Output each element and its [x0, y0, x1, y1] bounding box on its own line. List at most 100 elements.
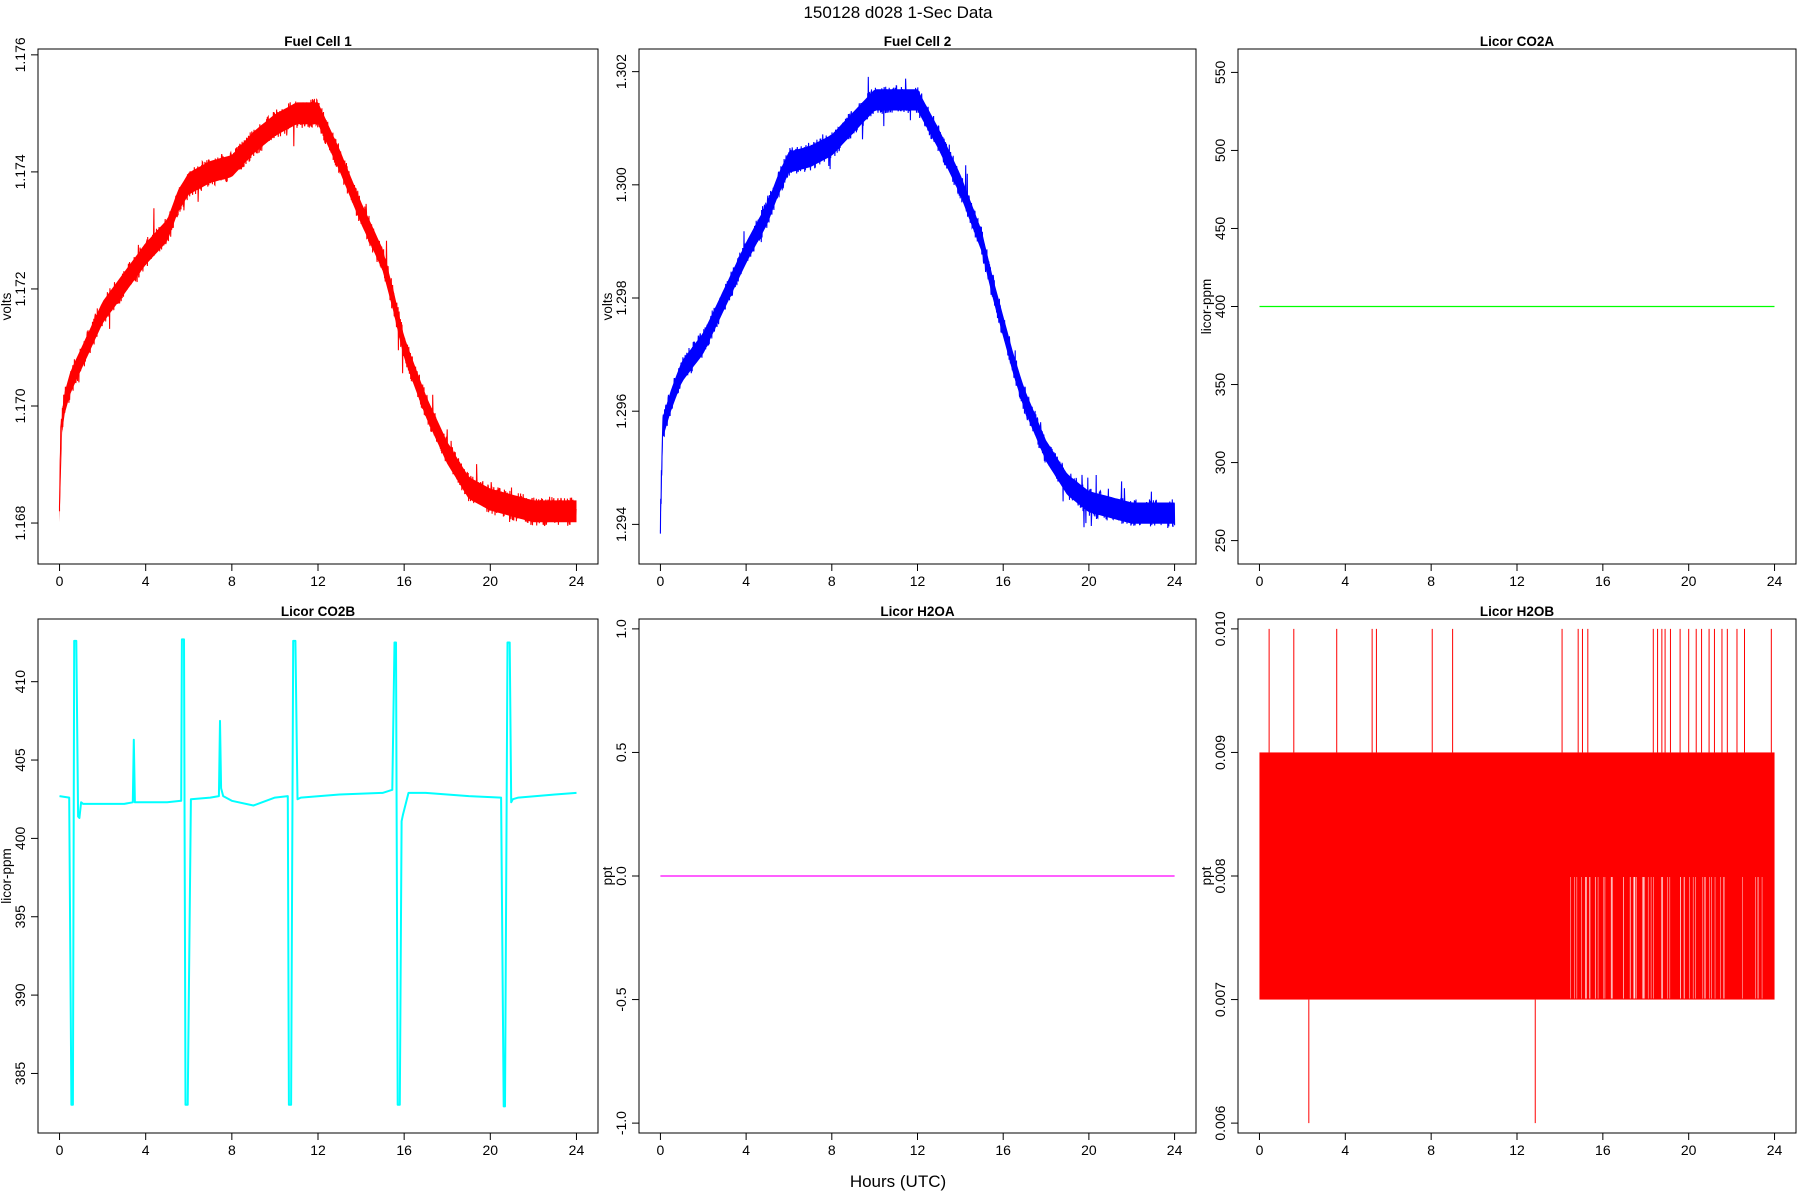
licor-co2b-y-axis-label: licor-ppm	[0, 848, 14, 904]
licor-h2oa-x-tick-label: 4	[742, 1142, 750, 1158]
fuel-cell-2-x-tick-label: 8	[828, 573, 836, 589]
licor-h2ob-series	[1259, 628, 1775, 1124]
licor-co2a-x-tick-label: 12	[1509, 573, 1525, 589]
x-axis-label: Hours (UTC)	[850, 1172, 946, 1191]
fuel-cell-2-x-tick-label: 24	[1167, 573, 1183, 589]
licor-h2ob-y-tick-label: 0.010	[1212, 611, 1228, 646]
licor-h2ob-x-tick-label: 20	[1681, 1142, 1697, 1158]
fuel-cell-2-y-axis-label: volts	[600, 292, 615, 320]
fuel-cell-1-y-tick-label: 1.168	[12, 505, 28, 540]
licor-h2ob-x-tick-label: 8	[1427, 1142, 1435, 1158]
fuel-cell-2-y-tick-label: 1.302	[613, 54, 629, 89]
licor-co2a-y-tick-label: 450	[1212, 217, 1228, 241]
licor-co2b-y-tick-label: 400	[12, 826, 28, 850]
licor-co2a-x-tick-label: 4	[1341, 573, 1349, 589]
fuel-cell-2-x-tick-label: 20	[1081, 573, 1097, 589]
licor-co2a-y-axis-label: licor-ppm	[1199, 279, 1214, 335]
licor-co2b-series	[59, 638, 577, 1108]
fuel-cell-1-x-tick-label: 24	[569, 573, 585, 589]
licor-co2b-x-tick-label: 12	[310, 1142, 326, 1158]
licor-co2a-x-tick-label: 20	[1681, 573, 1697, 589]
fuel-cell-1-x-tick-label: 16	[396, 573, 412, 589]
fuel-cell-1-y-tick-label: 1.170	[12, 388, 28, 423]
licor-h2ob-y-tick-label: 0.008	[1212, 858, 1228, 893]
fuel-cell-1-x-tick-label: 0	[56, 573, 64, 589]
panel-fuel-cell-2: Fuel Cell 2 0 4 8 12 16 20 24 1.294 1.296 1.298 1.3…	[600, 34, 1197, 589]
fuel-cell-2-y-tick-label: 1.298	[613, 280, 629, 315]
panel-licor-h2ob: Licor H2OB 0 4 8 12 16 20 24 0.006 0.007 0.008 0.00…	[1199, 604, 1797, 1158]
licor-co2a-x-tick-label: 8	[1427, 573, 1435, 589]
licor-co2b-x-tick-label: 16	[396, 1142, 412, 1158]
licor-h2oa-y-tick-label: 0.5	[613, 743, 629, 763]
licor-h2ob-x-tick-label: 24	[1767, 1142, 1783, 1158]
fuel-cell-2-title: Fuel Cell 2	[884, 34, 952, 49]
fuel-cell-1-x-tick-label: 4	[142, 573, 150, 589]
licor-co2b-x-tick-label: 24	[569, 1142, 585, 1158]
licor-h2ob-y-axis-label: ppt	[1199, 866, 1214, 885]
fuel-cell-1-series	[58, 98, 577, 527]
licor-co2a-x-tick-label: 24	[1767, 573, 1783, 589]
figure-title: 150128 d028 1-Sec Data	[803, 3, 993, 22]
panel-licor-co2b: Licor CO2B 0 4 8 12 16 20 24 385 390 395 400 405 410 l…	[0, 604, 599, 1158]
licor-h2oa-y-tick-label: 1.0	[613, 619, 629, 639]
licor-co2a-y-tick-label: 300	[1212, 451, 1228, 475]
licor-co2b-x-tick-label: 8	[228, 1142, 236, 1158]
licor-h2ob-y-tick-label: 0.006	[1212, 1105, 1228, 1140]
licor-co2a-y-tick-label: 550	[1212, 61, 1228, 85]
licor-co2b-line	[59, 638, 577, 1108]
licor-co2b-y-tick-label: 405	[12, 748, 28, 772]
licor-co2a-y-tick-label: 350	[1212, 373, 1228, 397]
panel-licor-h2oa: Licor H2OA 0 4 8 12 16 20 24 -1.0 -0.5 0.0 0.5 1.0 pp…	[600, 604, 1197, 1158]
licor-h2ob-x-tick-label: 12	[1509, 1142, 1525, 1158]
fuel-cell-2-y-tick-label: 1.300	[613, 167, 629, 202]
fuel-cell-2-series	[659, 76, 1176, 536]
fuel-cell-2-x-tick-label: 16	[995, 573, 1011, 589]
licor-co2a-y-tick-label: 500	[1212, 139, 1228, 163]
licor-h2ob-title: Licor H2OB	[1480, 604, 1555, 619]
licor-co2a-y-tick-label: 400	[1212, 295, 1228, 319]
fuel-cell-2-y-tick-label: 1.294	[613, 507, 629, 542]
licor-co2b-y-tick-label: 395	[12, 905, 28, 929]
licor-h2oa-x-tick-label: 8	[828, 1142, 836, 1158]
licor-co2b-x-tick-label: 0	[56, 1142, 64, 1158]
licor-h2ob-x-tick-label: 0	[1256, 1142, 1264, 1158]
fuel-cell-1-x-tick-label: 12	[310, 573, 326, 589]
panel-fuel-cell-1: Fuel Cell 1 0 4 8 12 16 20 24 1.168 1.170 1.172 1.1…	[0, 34, 599, 589]
licor-co2b-title: Licor CO2B	[281, 604, 356, 619]
licor-h2oa-x-tick-label: 24	[1167, 1142, 1183, 1158]
licor-co2a-x-tick-label: 0	[1256, 573, 1264, 589]
fuel-cell-1-y-tick-label: 1.176	[12, 37, 28, 72]
fuel-cell-1-x-tick-label: 8	[228, 573, 236, 589]
licor-h2ob-x-tick-label: 16	[1595, 1142, 1611, 1158]
licor-co2b-y-tick-label: 410	[12, 670, 28, 694]
licor-h2oa-y-tick-label: -1.0	[613, 1111, 629, 1135]
licor-h2oa-y-tick-label: 0.0	[613, 866, 629, 886]
panel-licor-co2a: Licor CO2A 0 4 8 12 16 20 24 250 300 350 400 450 500 5…	[1199, 34, 1797, 589]
licor-co2a-title: Licor CO2A	[1480, 34, 1555, 49]
fuel-cell-1-y-axis-label: volts	[0, 292, 14, 320]
fuel-cell-2-y-tick-label: 1.296	[613, 393, 629, 428]
licor-h2oa-title: Licor H2OA	[880, 604, 955, 619]
licor-co2b-y-tick-label: 390	[12, 983, 28, 1007]
fuel-cell-2-x-tick-label: 4	[742, 573, 750, 589]
licor-co2b-y-tick-label: 385	[12, 1062, 28, 1086]
fuel-cell-1-title: Fuel Cell 1	[284, 34, 352, 49]
licor-h2oa-y-axis-label: ppt	[600, 866, 615, 885]
fuel-cell-1-y-tick-label: 1.174	[12, 154, 28, 189]
fuel-cell-1-y-tick-label: 1.172	[12, 271, 28, 306]
licor-h2oa-x-tick-label: 20	[1081, 1142, 1097, 1158]
licor-h2oa-x-tick-label: 16	[995, 1142, 1011, 1158]
fuel-cell-1-x-tick-label: 20	[483, 573, 499, 589]
licor-h2ob-band	[1259, 752, 1775, 1000]
licor-co2a-y-tick-label: 250	[1212, 529, 1228, 553]
licor-co2b-x-tick-label: 20	[483, 1142, 499, 1158]
licor-co2a-x-tick-label: 16	[1595, 573, 1611, 589]
licor-h2oa-x-tick-label: 12	[910, 1142, 926, 1158]
licor-co2b-x-tick-label: 4	[142, 1142, 150, 1158]
licor-h2ob-x-tick-label: 4	[1341, 1142, 1349, 1158]
fuel-cell-2-x-tick-label: 0	[657, 573, 665, 589]
licor-h2ob-y-tick-label: 0.009	[1212, 735, 1228, 770]
licor-h2ob-y-tick-label: 0.007	[1212, 982, 1228, 1017]
licor-h2oa-x-tick-label: 0	[657, 1142, 665, 1158]
